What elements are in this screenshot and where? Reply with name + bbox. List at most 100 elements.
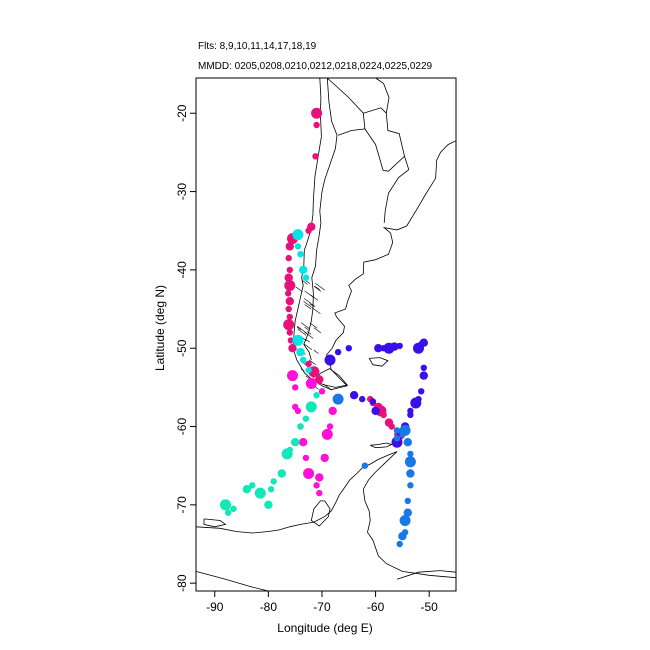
coastline-fjord	[301, 280, 308, 285]
flight-point	[287, 337, 295, 344]
flight-point	[407, 411, 414, 418]
coastline-fjord	[303, 343, 313, 350]
flight-point	[399, 515, 411, 526]
flight-point	[305, 360, 312, 368]
y-tick-label: -30	[175, 183, 189, 201]
flight-point	[225, 509, 232, 516]
coastline-fjord	[313, 286, 322, 292]
plot-frame	[195, 77, 457, 592]
flight-point	[403, 508, 412, 517]
flight-point	[230, 505, 237, 512]
flight-point	[406, 469, 415, 478]
flight-point	[286, 266, 293, 274]
flight-point	[277, 469, 286, 478]
flight-point	[285, 290, 292, 297]
flight-point	[286, 446, 293, 454]
flight-point	[267, 486, 275, 493]
flight-point	[398, 532, 407, 541]
y-tick-label: -60	[175, 418, 189, 436]
flight-point	[399, 424, 411, 436]
flight-point	[299, 438, 308, 447]
flight-point	[249, 482, 256, 489]
coastline-fjord	[302, 337, 307, 342]
flight-point	[315, 375, 324, 384]
y-tick-label: -80	[175, 574, 189, 592]
coastline-bolivia-border	[327, 77, 366, 136]
axes-layer: -90 -80 -70 -60 -50 -20 -30 -40 -50 -60 -70 -80	[175, 104, 438, 614]
flight-point	[371, 406, 380, 416]
flight-point	[284, 280, 296, 291]
flight-point	[297, 251, 304, 258]
coastline-fjord	[305, 375, 310, 379]
flight-point	[300, 356, 307, 364]
coastline-brazil-border	[375, 77, 390, 114]
coastline-fjord	[301, 322, 310, 330]
coastline-fjord	[309, 303, 314, 307]
flight-point	[313, 121, 320, 129]
flight-point	[294, 243, 302, 250]
flight-point	[285, 254, 292, 262]
flight-point	[302, 454, 310, 462]
y-tick-label: -20	[175, 104, 189, 122]
coastline-fjord	[304, 331, 314, 339]
flight-point	[404, 456, 416, 468]
flight-point	[302, 274, 310, 281]
flight-point	[284, 273, 293, 282]
flight-point	[374, 344, 383, 353]
flight-point	[334, 348, 342, 356]
flight-point	[324, 354, 336, 366]
flight-point	[315, 473, 324, 482]
flight-point	[320, 453, 329, 463]
flight-point	[291, 438, 300, 447]
flight-point	[287, 370, 298, 382]
flight-point	[396, 342, 403, 350]
flight-point	[419, 371, 428, 380]
coastline-tierra-del-fuego	[313, 368, 348, 388]
coastline-fjord	[311, 307, 321, 314]
coastline-fjord	[304, 304, 312, 310]
flight-point	[288, 344, 297, 353]
flight-point	[285, 242, 294, 251]
x-tick-label: -80	[260, 600, 278, 614]
coastline-fjord	[303, 301, 312, 308]
y-tick-label: -40	[175, 261, 189, 279]
coastline-peninsula-east	[362, 451, 457, 579]
coastline-fjord	[295, 286, 303, 292]
flight-point	[361, 462, 369, 469]
flight-point	[242, 485, 252, 494]
coastline-uruguay-border	[383, 156, 410, 223]
flight-point	[359, 395, 366, 403]
flight-point	[332, 393, 344, 405]
flight-point	[390, 342, 399, 351]
flight-point	[294, 407, 302, 415]
flight-point	[283, 319, 295, 331]
coastline-fjord	[314, 286, 320, 291]
flight-point	[285, 297, 294, 306]
flight-point	[318, 388, 326, 395]
flight-point	[296, 347, 305, 357]
flight-point	[302, 415, 310, 422]
flight-point	[407, 482, 414, 489]
flight-point	[220, 499, 231, 511]
dates-label: MMDD: 0205,0208,0210,0212,0218,0224,0225…	[198, 61, 433, 72]
coastline-fjord	[315, 282, 325, 291]
coastline-malvinas	[368, 357, 389, 367]
flight-point	[285, 305, 292, 313]
flight-point	[388, 423, 395, 430]
flight-point	[345, 345, 352, 352]
flight-point	[264, 500, 273, 509]
flight-point	[404, 497, 411, 505]
flight-point	[254, 487, 266, 499]
flight-point	[407, 450, 414, 458]
flight-point	[305, 378, 317, 389]
flight-point	[328, 406, 337, 416]
flight-point	[410, 397, 422, 409]
coastline-fjord	[304, 298, 312, 304]
flight-point	[403, 438, 412, 447]
coastline-fjord	[305, 338, 311, 343]
flight-point	[299, 265, 308, 275]
flight-points-layer	[220, 107, 428, 548]
flight-point	[396, 540, 403, 548]
flight-point	[393, 435, 401, 442]
